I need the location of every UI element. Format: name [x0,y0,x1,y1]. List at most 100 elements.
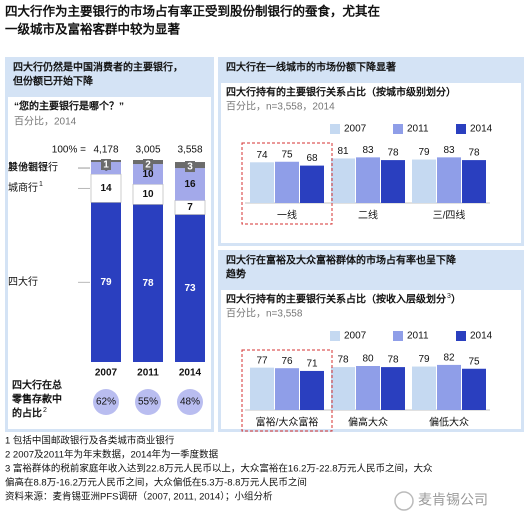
footnote: 偏高在8.8万-16.2万元人民币之间，大众偏低在5.3万-8.8万元人民币之间 [5,477,307,489]
legend-label: 2014 [470,331,493,342]
footer-note: 2 [43,407,47,414]
share-circle [93,389,119,415]
bar-segment [90,173,122,203]
bar-segment [133,204,163,362]
value-label: 82 [443,353,455,364]
legend-label: 2014 [470,124,493,135]
bar [250,367,274,410]
bar [412,366,436,410]
value-label: 2 [145,160,151,171]
watermark: 麦肯锡公司 [418,492,488,508]
legend-label: 2011 [407,124,429,135]
value-label: 7 [187,202,193,213]
series-note: 1 [39,181,43,188]
value-label: 79 [418,147,430,158]
bar [381,367,405,410]
legend-swatch [330,331,340,341]
panel-header: 趋势 [226,268,246,281]
chart-title: 四大行持有的主要银行关系占比（按收入层级划分 [226,293,446,306]
value-label: 80 [362,354,374,365]
watermark-icon [394,491,414,511]
value-label: 10 [142,169,154,180]
panel-header: 但份额已开始下降 [12,75,94,88]
x-tick-label: 一线 [277,209,297,222]
bar [462,160,486,203]
footnote: 1 包括中国邮政银行及各类城市商业银行 [5,435,175,447]
value-label: 16 [184,179,196,190]
bar [300,370,324,410]
bar [356,157,380,203]
total: 3,005 [135,145,160,156]
legend-label: 2007 [344,124,367,135]
bar [275,161,299,203]
bar-segment [91,202,121,362]
x-tick-label: 2014 [179,368,202,379]
x-tick-label: 偏低大众 [429,416,469,429]
page-title: 一级城市及富裕客群中较为显著 [5,21,181,36]
legend-label: 2007 [344,331,367,342]
bar [437,364,461,410]
value-label: 78 [337,355,349,366]
chart-subtitle: 百分比，2014 [14,116,77,128]
value-label: 83 [443,145,455,156]
x-tick-label: 偏高大众 [348,416,388,429]
x-tick-label: 富裕/大众富裕 [256,416,319,429]
highlight-box [241,349,333,432]
page-title: 四大行作为主要银行的市场占有率正受到股份制银行的蚕食，尤其在 [5,3,380,18]
chart-title: 四大行持有的主要银行关系占比（按城市级别划分） [226,86,456,99]
value-tag [101,159,111,170]
highlight-box [241,142,333,225]
footer-label: 零售存款中 [11,393,62,406]
value-label: 75 [468,356,480,367]
share-circle [135,389,161,415]
value-label: 68 [306,153,318,164]
panel-header: 四大行仍然是中国消费者的主要银行， [13,61,183,74]
share-label: 55% [138,397,158,408]
value-label: 76 [281,356,293,367]
chart-subtitle: 百分比，n=3,558 [226,308,303,320]
series-label: 四大行 [8,275,38,288]
bar-segment [132,183,164,205]
value-label: 71 [306,359,318,370]
value-label: 75 [281,149,293,160]
total: 4,178 [93,145,118,156]
share-label: 62% [96,397,116,408]
bar [437,157,461,203]
footnote: 3 富裕群体的税前家庭年收入达到22.8万元人民币以上，大众富裕在16.2万-2… [5,463,433,475]
value-label: 1 [103,160,109,171]
share-label: 48% [180,397,200,408]
series-label: 股份制银行 [8,161,58,174]
value-label: 79 [100,277,112,288]
bar [331,367,355,410]
bar [462,368,486,410]
footnote: 2 2007及2011年为年末数据，2014年为一季度数据 [5,449,219,461]
bar-segment [133,164,163,185]
value-label: 3 [187,162,193,173]
x-tick-label: 三/四线 [433,209,466,222]
legend-swatch [393,124,403,134]
series-label: 其他银行 [8,161,48,174]
footer-label: 的占比 [12,407,42,420]
chart-title: ） [451,293,461,306]
x-tick-label: 2007 [95,368,118,379]
legend-swatch [456,331,466,341]
value-tag [143,159,153,170]
value-label: 78 [142,278,154,289]
panel-header: 四大行在富裕及大众富裕群体的市场占有率也呈下降 [226,254,457,267]
value-label: 73 [184,283,196,294]
panel-header: 四大行在一线城市的市场份额下降显著 [226,61,396,74]
value-tag [185,161,195,173]
bar [275,368,299,410]
bar [250,162,274,203]
value-label: 10 [142,189,154,200]
bar-segment [175,168,205,201]
legend-swatch [330,124,340,134]
x-tick-label: 二线 [358,209,378,222]
value-label: 78 [468,148,480,159]
bar [412,159,436,203]
bar [331,158,355,203]
bar [356,366,380,410]
value-label: 79 [418,354,430,365]
value-label: 81 [337,146,349,157]
